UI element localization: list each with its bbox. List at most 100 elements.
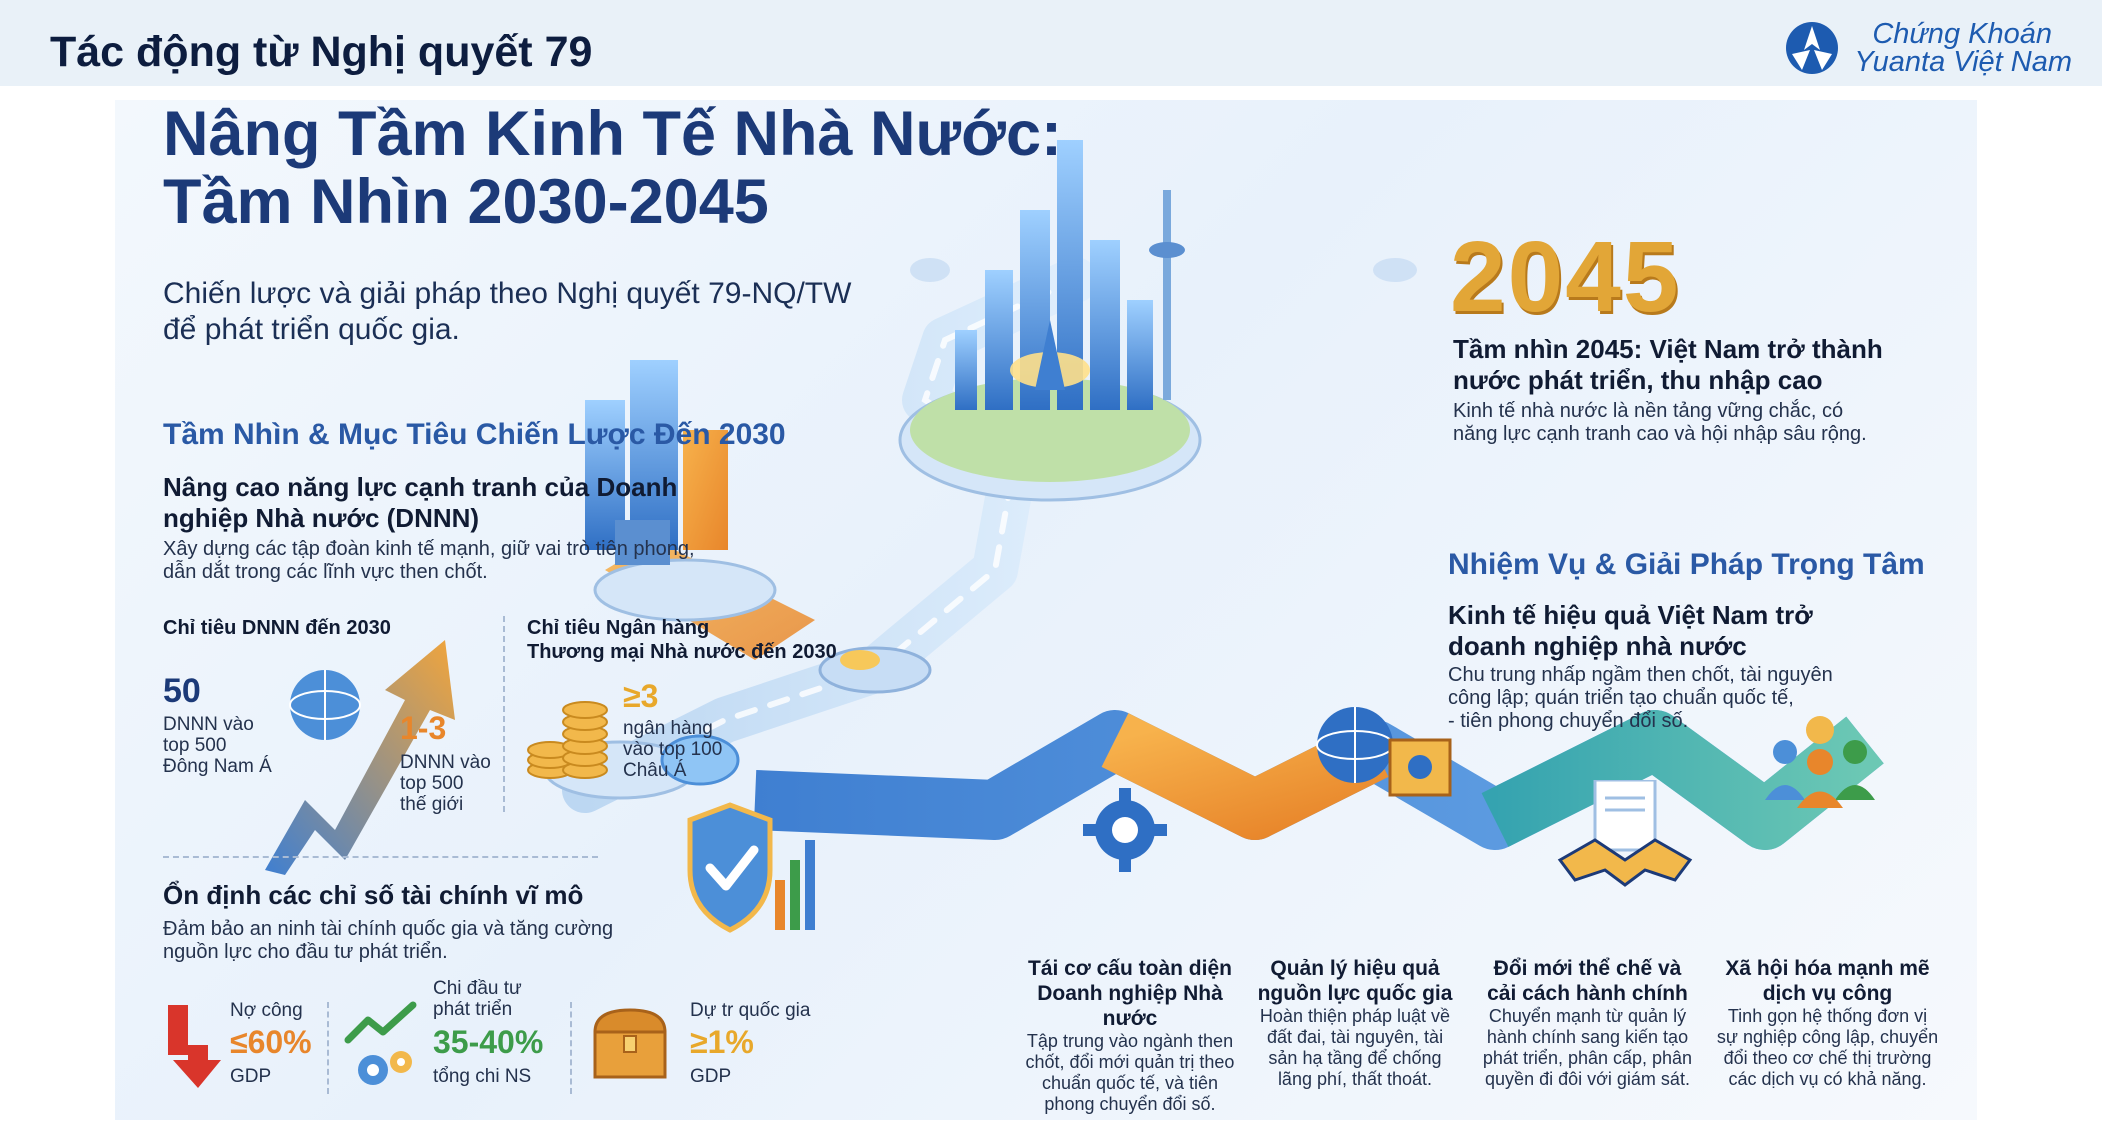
dnnn-world-value: 1-3: [400, 710, 447, 746]
macro-text: Đảm bảo an ninh tài chính quốc gia và tă…: [163, 918, 613, 964]
step-1-text-line-4: phong chuyển đổi số.: [1044, 1094, 1216, 1114]
vision-2045-text-line-1: Kinh tế nhà nước là nền tảng vững chắc, …: [1453, 400, 1844, 422]
step-2-text-line-3: sản hạ tầng để chống: [1268, 1048, 1442, 1068]
macro-text-line-2: nguồn lực cho đầu tư phát triển.: [163, 941, 448, 963]
reserve-value: ≥1%: [690, 1024, 754, 1060]
vertical-divider-2: [327, 1002, 329, 1094]
vision-2045-text: Kinh tế nhà nước là nền tảng vững chắc, …: [1453, 400, 1867, 446]
macro-title: Ổn định các chỉ số tài chính vĩ mô: [163, 880, 584, 910]
globe-safe-icon: [1316, 707, 1452, 797]
bank-label-line-3: Châu Á: [623, 760, 687, 781]
step-2-text-line-2: đất đai, tài nguyên, tài: [1266, 1027, 1444, 1047]
bank-value: ≥3: [623, 678, 659, 714]
step-1-title-line-2: Doanh nghiệp Nhà nước: [1037, 982, 1223, 1030]
dnnn-sea-label-line-3: Đông Nam Á: [163, 756, 272, 777]
dnnn-sea-label-line-1: DNNN vào: [163, 714, 254, 735]
vision-2045-text-line-2: năng lực cạnh tranh cao và hội nhập sâu …: [1453, 423, 1867, 445]
reserve-label: Dự tr quốc gia: [690, 1000, 811, 1021]
vertical-divider: [503, 616, 505, 812]
step-1: Tái cơ cấu toàn diện Doanh nghiệp Nhà nư…: [1015, 956, 1245, 1115]
step-1-text-line-2: chốt, đổi mới quản trị theo: [1025, 1052, 1235, 1072]
company-logo: Chứng Khoán Yuanta Việt Nam: [1784, 18, 2072, 78]
coin-stack-icon: [527, 701, 608, 779]
step-3-title-line-2: cải cách hành chính: [1487, 982, 1688, 1005]
bank-label-line-2: vào top 100: [623, 739, 723, 760]
macro-text-line-1: Đảm bảo an ninh tài chính quốc gia và tă…: [163, 918, 614, 940]
step-3-text-line-1: Chuyển mạnh từ quản lý: [1488, 1006, 1687, 1026]
step-4: Xã hội hóa mạnh mẽ dịch vụ công Tinh gọn…: [1710, 956, 1945, 1090]
step-4-text-line-4: các dịch vụ có khả năng.: [1728, 1069, 1927, 1089]
dnnn-sea-value: 50: [163, 672, 201, 710]
step-3: Đổi mới thể chế và cải cách hành chính C…: [1475, 956, 1700, 1090]
tasks-block-title: Kinh tế hiệu quả Việt Nam trở doanh nghi…: [1448, 600, 1813, 662]
people-group-icon: [1765, 716, 1875, 808]
yuanta-logo-icon: [1786, 22, 1839, 74]
reserve-unit: GDP: [690, 1066, 732, 1087]
dnnn-block-title: Nâng cao năng lực cạnh tranh của Doanh n…: [163, 472, 677, 534]
dnnn-world-label-line-3: thế giới: [400, 794, 464, 815]
step-3-text-line-2: hành chính sang kiến tạo: [1486, 1027, 1689, 1047]
gear-icon: [1083, 788, 1167, 872]
step-2: Quản lý hiệu quả nguồn lực quốc gia Hoàn…: [1250, 956, 1460, 1090]
dnnn-world-label-line-2: top 500: [400, 773, 464, 794]
invest-label-line-1: Chi đầu tư: [433, 978, 522, 999]
step-1-text-line-3: chuẩn quốc tế, và tiên: [1041, 1073, 1219, 1093]
dnnn-world-label-line-1: DNNN vào: [400, 752, 491, 773]
bank-label-line-1: ngân hàng: [623, 718, 713, 739]
step-2-title-line-1: Quản lý hiệu quả: [1270, 957, 1440, 980]
bank-target-heading-line-2: Thương mại Nhà nước đến 2030: [527, 641, 837, 663]
vision-2045-title-line-1: Tầm nhìn 2045: Việt Nam trở thành: [1453, 334, 1883, 364]
hero-subtitle: Chiến lược và giải pháp theo Nghị quyết …: [163, 276, 851, 348]
step-4-text-line-3: đổi theo cơ chế thị trường: [1723, 1048, 1932, 1068]
invest-value: 35-40%: [433, 1024, 544, 1060]
step-3-title-line-1: Đổi mới thể chế và: [1493, 957, 1682, 980]
handshake-document-icon: [1557, 780, 1693, 887]
slide-title: Tác động từ Nghị quyết 79: [50, 28, 593, 76]
step-2-text-line-1: Hoàn thiện pháp luật về: [1259, 1006, 1451, 1026]
dnnn-sea-label: DNNN vào top 500 Đông Nam Á: [163, 714, 272, 777]
bank-target-heading-line-1: Chỉ tiêu Ngân hàng: [527, 617, 710, 639]
invest-label: Chi đầu tư phát triển: [433, 978, 522, 1020]
hero-title-line-1: Nâng Tầm Kinh Tế Nhà Nước:: [163, 100, 1062, 169]
bank-target-heading: Chỉ tiêu Ngân hàng Thương mại Nhà nước đ…: [527, 616, 837, 664]
step-4-text-line-1: Tinh gọn hệ thống đơn vị: [1727, 1006, 1928, 1026]
shield-chart-icon: [687, 802, 815, 933]
tasks-block-text: Chu trung nhấp ngầm then chốt, tài nguyê…: [1448, 664, 1833, 733]
vision-2045-title: Tầm nhìn 2045: Việt Nam trở thành nước p…: [1453, 334, 1883, 396]
step-3-text-line-3: phát triển, phân cấp, phân: [1482, 1048, 1693, 1068]
hero-subtitle-line-1: Chiến lược và giải pháp theo Nghị quyết …: [163, 277, 852, 310]
treasure-chest-icon: [593, 1008, 667, 1079]
dnnn-block-text-line-1: Xây dựng các tập đoàn kinh tế mạnh, giữ …: [163, 538, 695, 560]
tasks-block-title-line-1: Kinh tế hiệu quả Việt Nam trở: [1448, 600, 1813, 630]
bank-label: ngân hàng vào top 100 Châu Á: [623, 718, 722, 781]
dnnn-block-text-line-2: dẫn dắt trong các lĩnh vực then chốt.: [163, 561, 488, 583]
gear-growth-icon: [344, 1001, 417, 1085]
dnnn-block-title-line-2: nghiệp Nhà nước (DNNN): [163, 503, 480, 533]
step-4-title-line-2: dịch vụ công: [1762, 982, 1893, 1005]
invest-label-line-2: phát triển: [433, 999, 513, 1020]
step-1-title-line-1: Tái cơ cấu toàn diện: [1028, 957, 1232, 980]
step-2-title-line-2: nguồn lực quốc gia: [1257, 982, 1453, 1005]
tasks-block-text-line-1: Chu trung nhấp ngầm then chốt, tài nguyê…: [1448, 664, 1833, 686]
tasks-block-text-line-2: công lập; quán triển tạo chuẩn quốc tế,: [1448, 687, 1794, 709]
public-debt-value: ≤60%: [230, 1024, 312, 1060]
logo-line-1: Chứng Khoán: [1872, 18, 2052, 50]
slide-header-bar: [0, 0, 2102, 86]
step-4-text-line-2: sự nghiệp công lập, chuyển: [1716, 1027, 1939, 1047]
dnnn-block-text: Xây dựng các tập đoàn kinh tế mạnh, giữ …: [163, 538, 695, 584]
dnnn-sea-label-line-2: top 500: [163, 735, 227, 756]
public-debt-label: Nợ công: [230, 1000, 303, 1021]
logo-line-2: Yuanta Việt Nam: [1854, 46, 2072, 78]
hero-title: Nâng Tầm Kinh Tế Nhà Nước: Tầm Nhìn 2030…: [163, 100, 1062, 236]
dnnn-block-title-line-1: Nâng cao năng lực cạnh tranh của Doanh: [163, 472, 678, 502]
tasks-block-title-line-2: doanh nghiệp nhà nước: [1448, 631, 1747, 661]
vision-2045-title-line-2: nước phát triển, thu nhập cao: [1453, 365, 1823, 395]
vision-2030-section-title: Tầm Nhìn & Mục Tiêu Chiến Lược Đến 2030: [163, 418, 786, 451]
year-2045: 2045: [1450, 221, 1681, 333]
tasks-section-title: Nhiệm Vụ & Giải Pháp Trọng Tâm: [1448, 548, 1925, 581]
vertical-divider-3: [570, 1002, 572, 1094]
invest-unit: tổng chi NS: [433, 1066, 532, 1087]
section-divider: [163, 856, 598, 858]
step-1-text-line-1: Tập trung vào ngành then: [1026, 1031, 1234, 1051]
hero-title-line-2: Tầm Nhìn 2030-2045: [163, 167, 769, 237]
